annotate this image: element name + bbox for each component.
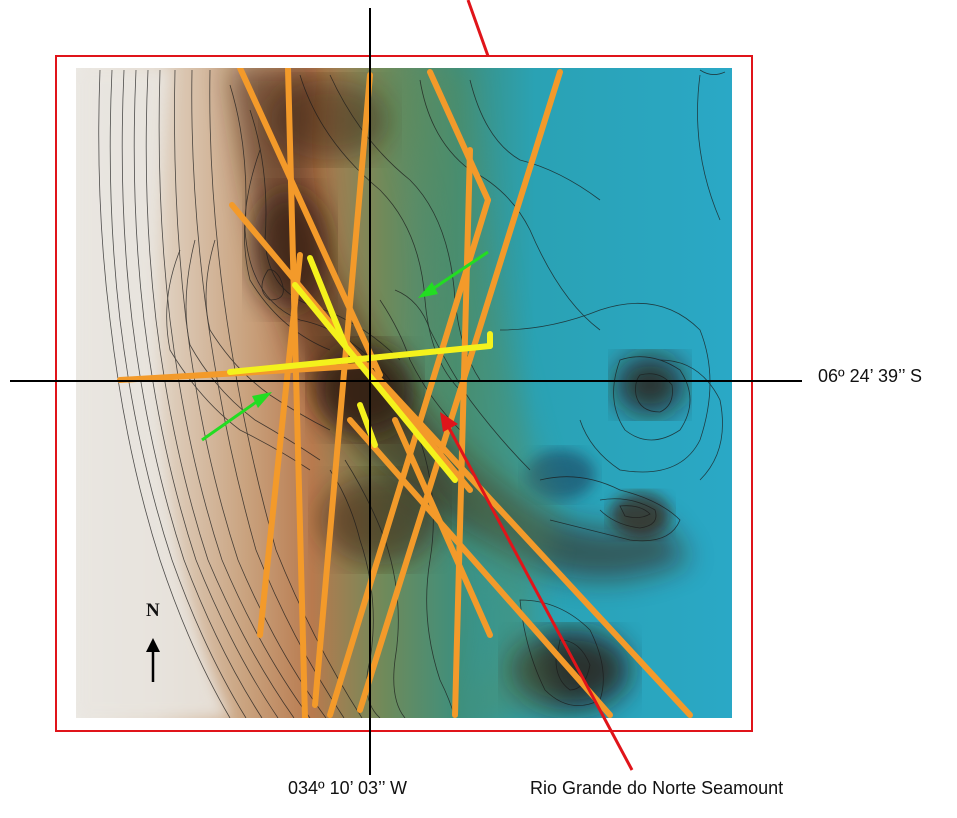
- north-label: N: [146, 600, 160, 621]
- longitude-label: 034º 10’ 03’’ W: [288, 778, 407, 798]
- north-arrow-icon: [146, 638, 160, 682]
- map-image: [76, 68, 732, 718]
- latitude-label: 06º 24’ 39’’ S: [818, 366, 922, 386]
- seamount-label: Rio Grande do Norte Seamount: [530, 778, 784, 798]
- map-frame: [55, 55, 753, 732]
- green-arrow-icon: [427, 250, 489, 294]
- red-arrow-icon: [446, 425, 634, 771]
